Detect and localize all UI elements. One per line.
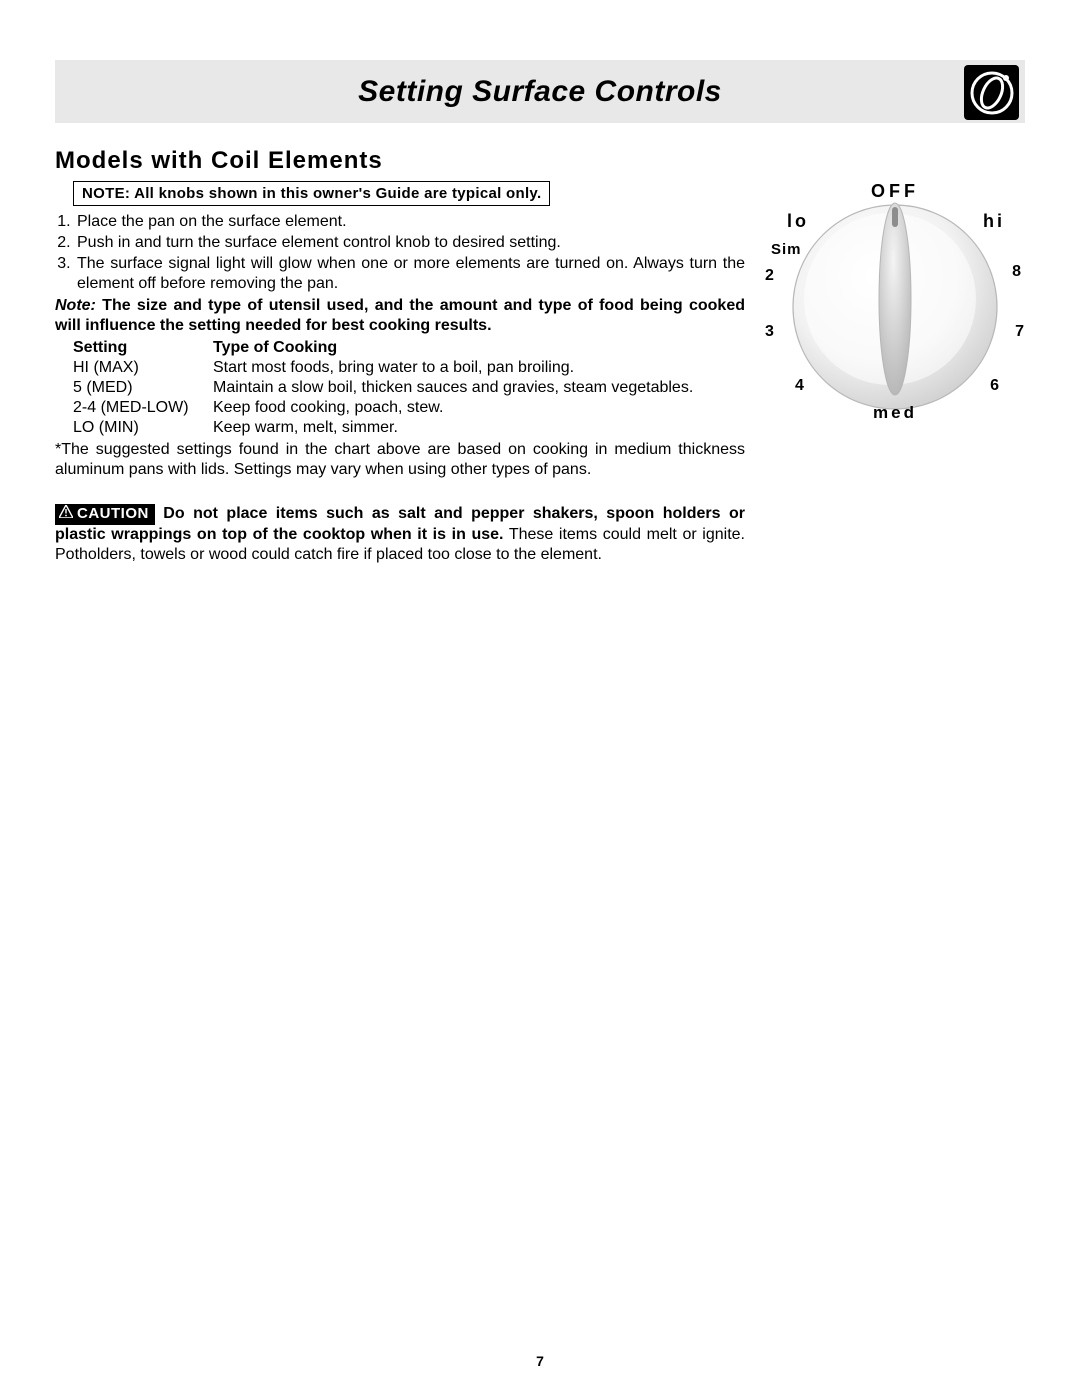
step-item: Push in and turn the surface element con… bbox=[75, 233, 745, 253]
table-row: 5 (MED) Maintain a slow boil, thicken sa… bbox=[73, 378, 745, 398]
knob-label-2: 2 bbox=[765, 267, 774, 285]
cell-cooking: Keep food cooking, poach, stew. bbox=[213, 398, 745, 418]
cell-cooking: Maintain a slow boil, thicken sauces and… bbox=[213, 378, 745, 398]
stove-knob-icon bbox=[964, 65, 1019, 120]
cell-setting: 5 (MED) bbox=[73, 378, 213, 398]
note-box: NOTE: All knobs shown in this owner's Gu… bbox=[73, 181, 550, 206]
table-row: HI (MAX) Start most foods, bring water t… bbox=[73, 358, 745, 378]
note-lead: Note: bbox=[55, 297, 96, 314]
knob-label-4: 4 bbox=[795, 377, 804, 395]
cell-setting: LO (MIN) bbox=[73, 418, 213, 438]
footnote: *The suggested settings found in the cha… bbox=[55, 440, 745, 480]
table-row: LO (MIN) Keep warm, melt, simmer. bbox=[73, 418, 745, 438]
knob-label-med: med bbox=[873, 403, 917, 423]
knob-label-7: 7 bbox=[1015, 323, 1024, 341]
text-column: Place the pan on the surface element. Pu… bbox=[55, 212, 745, 565]
knob-label-3: 3 bbox=[765, 323, 774, 341]
caution-label: CAUTION bbox=[77, 505, 149, 524]
cell-cooking: Start most foods, bring water to a boil,… bbox=[213, 358, 745, 378]
steps-list: Place the pan on the surface element. Pu… bbox=[55, 212, 745, 294]
note-bold: The size and type of utensil used, and t… bbox=[55, 297, 745, 334]
page-title: Setting Surface Controls bbox=[358, 75, 722, 109]
section-title: Models with Coil Elements bbox=[55, 147, 1025, 175]
knob-label-sim: Sim bbox=[771, 241, 802, 258]
step-item: The surface signal light will glow when … bbox=[75, 254, 745, 294]
table-row: 2-4 (MED-LOW) Keep food cooking, poach, … bbox=[73, 398, 745, 418]
warning-triangle-icon bbox=[59, 505, 73, 524]
knob-label-hi: hi bbox=[983, 211, 1005, 232]
content: Models with Coil Elements NOTE: All knob… bbox=[55, 147, 1025, 565]
col-setting-header: Setting bbox=[73, 338, 213, 358]
col-cooking-header: Type of Cooking bbox=[213, 338, 745, 358]
knob-diagram: OFF hi lo Sim 2 8 3 7 4 6 med bbox=[765, 177, 1025, 437]
header-bar: Setting Surface Controls bbox=[55, 60, 1025, 123]
caution-badge: CAUTION bbox=[55, 504, 155, 525]
cell-setting: HI (MAX) bbox=[73, 358, 213, 378]
page-number: 7 bbox=[536, 1353, 544, 1369]
knob-label-off: OFF bbox=[871, 181, 919, 202]
settings-table: Setting Type of Cooking HI (MAX) Start m… bbox=[73, 338, 745, 438]
table-header: Setting Type of Cooking bbox=[73, 338, 745, 358]
note-paragraph: Note: The size and type of utensil used,… bbox=[55, 296, 745, 336]
step-item: Place the pan on the surface element. bbox=[75, 212, 745, 232]
cell-cooking: Keep warm, melt, simmer. bbox=[213, 418, 745, 438]
cell-setting: 2-4 (MED-LOW) bbox=[73, 398, 213, 418]
knob-label-8: 8 bbox=[1012, 263, 1021, 281]
knob-label-lo: lo bbox=[787, 211, 809, 232]
caution-block: CAUTION Do not place items such as salt … bbox=[55, 504, 745, 565]
knob-label-6: 6 bbox=[990, 377, 999, 395]
